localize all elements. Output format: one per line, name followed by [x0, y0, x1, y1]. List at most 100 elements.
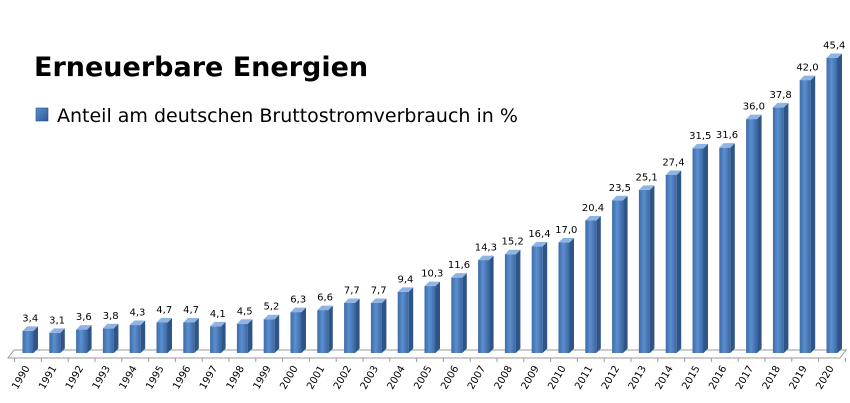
x-tick-label: 2009 — [520, 364, 542, 392]
x-tick-label: 2020 — [814, 364, 836, 392]
bar-side — [623, 195, 628, 353]
bar-front — [424, 286, 436, 353]
data-label: 5,2 — [263, 302, 279, 313]
bar-front — [22, 330, 34, 353]
bar — [692, 143, 708, 353]
bar-front — [746, 119, 758, 354]
bar-top — [746, 114, 762, 120]
data-label: 7,7 — [344, 285, 360, 296]
data-label: 9,4 — [397, 274, 413, 285]
bar — [210, 321, 226, 353]
x-tick-label: 2000 — [278, 364, 300, 392]
data-label: 4,3 — [129, 308, 145, 319]
bar-top — [22, 326, 38, 331]
bar — [370, 298, 387, 353]
bar-top — [344, 298, 360, 303]
x-tick-label: 1991 — [37, 364, 59, 392]
bar-front — [344, 302, 356, 353]
bar-side — [140, 320, 146, 353]
x-axis-ticks: 1990 1991 1992 1993 1994 1995 1996 1997 1998 1999… — [10, 364, 836, 392]
bar-front — [183, 322, 195, 353]
x-tick-label: 1995 — [144, 364, 166, 392]
bar — [76, 325, 92, 353]
x-tick-label: 2003 — [359, 364, 381, 392]
bar-side — [596, 215, 601, 353]
bar-front — [236, 323, 248, 353]
bar-top — [49, 328, 65, 333]
data-label: 4,7 — [183, 305, 199, 316]
data-label: 17,0 — [555, 225, 577, 236]
bar — [638, 185, 655, 353]
data-label: 31,6 — [716, 130, 738, 141]
bar-side — [328, 305, 333, 353]
x-tick-label: 2004 — [386, 364, 408, 392]
bar-front — [129, 325, 141, 353]
bar — [397, 287, 414, 353]
bar — [719, 143, 735, 353]
bar-side — [837, 53, 842, 353]
bar-front — [558, 242, 570, 353]
bar-top — [210, 321, 226, 327]
data-label: 14,3 — [475, 243, 497, 254]
bar — [826, 53, 842, 353]
bar-top — [719, 143, 735, 148]
bar — [478, 255, 494, 353]
x-tick-label: 2019 — [788, 364, 810, 392]
bar-side — [274, 314, 280, 353]
bar-front — [772, 107, 784, 353]
x-tick-label: 2002 — [332, 364, 354, 392]
bar-top — [76, 325, 92, 330]
bar-side — [194, 317, 199, 353]
bar-top — [370, 298, 387, 303]
bar-top — [612, 195, 628, 201]
bar — [531, 241, 548, 353]
bar-side — [783, 102, 789, 353]
x-tick-label: 2005 — [412, 364, 434, 392]
data-label: 3,8 — [103, 311, 119, 322]
bar-top — [799, 75, 816, 81]
legend: Anteil am deutschen Bruttostromverbrauch… — [35, 105, 518, 127]
bar — [102, 323, 119, 353]
bar — [263, 314, 280, 353]
x-tick-label: 2014 — [654, 364, 676, 392]
bar-front — [49, 332, 61, 353]
data-label: 42,0 — [796, 63, 818, 74]
data-label: 4,5 — [237, 306, 253, 317]
data-label: 3,1 — [49, 315, 65, 326]
data-label: 27,4 — [662, 157, 684, 168]
bar — [424, 281, 440, 353]
bar-top — [183, 317, 199, 323]
data-label: 37,8 — [770, 90, 792, 101]
bar-side — [87, 325, 92, 353]
bar-side — [167, 317, 172, 353]
data-label: 6,3 — [290, 295, 306, 306]
bar — [612, 195, 628, 353]
bar — [236, 319, 253, 353]
bar — [317, 305, 333, 353]
bar-side — [301, 307, 306, 353]
x-tick-label: 2016 — [707, 364, 729, 392]
bar-front — [638, 189, 650, 353]
bar-top — [424, 281, 440, 287]
bar-front — [451, 277, 463, 353]
data-label: 6,6 — [317, 293, 333, 304]
bar-front — [665, 174, 677, 353]
bar-top — [531, 241, 548, 247]
bar-side — [730, 143, 735, 353]
data-label: 15,2 — [502, 237, 524, 248]
bar-side — [515, 249, 521, 353]
x-tick-label: 2017 — [734, 364, 756, 392]
bar — [183, 317, 199, 353]
bar-top — [665, 170, 682, 175]
bar-top — [638, 185, 655, 190]
bar-front — [799, 80, 811, 353]
bar-front — [612, 200, 624, 353]
x-tick-label: 2013 — [627, 364, 649, 392]
x-tick-label: 1992 — [64, 364, 86, 392]
data-label: 23,5 — [609, 183, 631, 194]
bar-top — [478, 255, 494, 261]
bar-front — [504, 254, 516, 353]
bar-front — [692, 148, 704, 353]
bar-side — [33, 326, 38, 353]
